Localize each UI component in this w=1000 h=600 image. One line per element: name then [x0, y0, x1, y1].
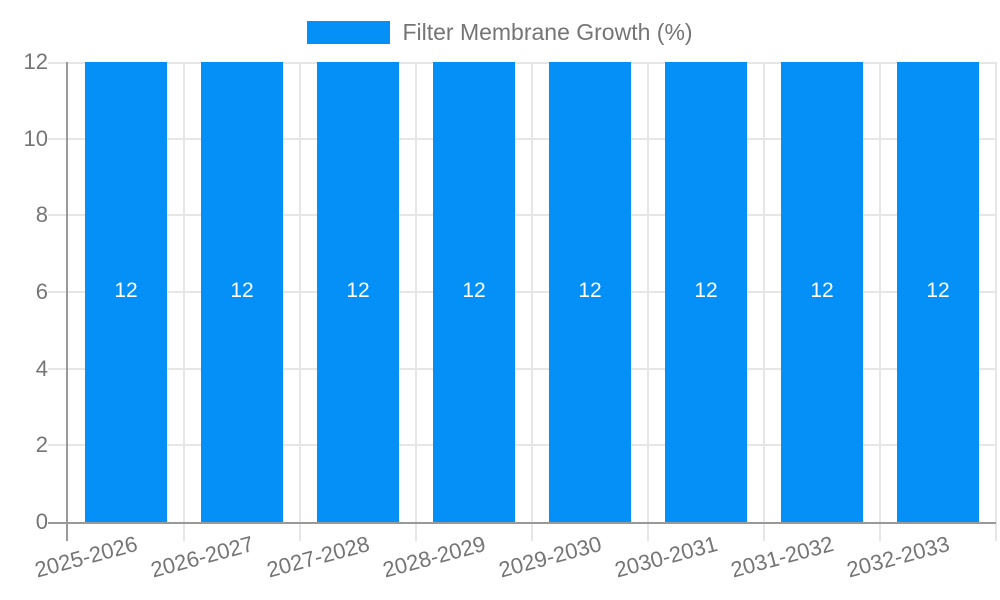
h-gridline	[48, 367, 996, 370]
v-gridline	[647, 62, 649, 541]
x-axis-tick-label: 2031-2032	[727, 531, 836, 583]
bar[interactable]: 12	[433, 62, 515, 522]
v-gridline	[763, 62, 765, 541]
bar[interactable]: 12	[549, 62, 631, 522]
x-axis-tick-label: 2030-2031	[611, 531, 720, 583]
y-axis-tick-label: 0	[35, 509, 48, 534]
bar-value-label: 12	[462, 279, 486, 303]
bar-value-label: 12	[114, 279, 138, 303]
y-axis-tick-label: 12	[23, 49, 48, 74]
h-gridline	[48, 444, 996, 447]
x-axis-tick-label: 2027-2028	[263, 531, 372, 583]
h-gridline	[48, 62, 996, 64]
bar[interactable]: 12	[897, 62, 979, 522]
bar-value-label: 12	[230, 279, 254, 303]
x-axis-line	[48, 522, 996, 524]
v-gridline	[531, 62, 533, 541]
v-gridline	[995, 62, 997, 541]
bar-value-label: 12	[578, 279, 602, 303]
bar-value-label: 12	[694, 279, 718, 303]
bar[interactable]: 12	[201, 62, 283, 522]
h-gridline	[48, 214, 996, 217]
x-axis-tick-label: 2032-2033	[843, 531, 952, 583]
y-axis-tick-label: 4	[35, 355, 48, 381]
v-gridline	[415, 62, 417, 541]
h-gridline	[48, 291, 996, 293]
legend-swatch	[307, 21, 391, 44]
x-axis-tick-label: 2025-2026	[31, 531, 140, 583]
bar[interactable]: 12	[665, 62, 747, 522]
x-axis-tick-label: 2029-2030	[495, 531, 604, 583]
v-gridline	[879, 62, 881, 541]
x-axis-tick-label: 2026-2027	[147, 531, 256, 583]
y-axis-tick-label: 6	[35, 279, 48, 304]
x-axis-tick-label: 2028-2029	[379, 531, 488, 583]
bar[interactable]: 12	[781, 62, 863, 522]
y-axis-line	[66, 62, 68, 541]
h-gridline	[48, 137, 996, 140]
v-gridline	[299, 62, 301, 541]
bar[interactable]: 12	[317, 62, 399, 522]
y-axis-tick-label: 10	[23, 125, 48, 151]
bar-value-label: 12	[346, 279, 370, 303]
bar-value-label: 12	[926, 279, 950, 303]
chart-legend[interactable]: Filter Membrane Growth (%)	[0, 19, 1000, 46]
legend-label: Filter Membrane Growth (%)	[402, 19, 693, 45]
bar-value-label: 12	[810, 279, 834, 303]
plot-area: 12 12 12 12 12 12 12 12	[48, 62, 997, 541]
bar[interactable]: 12	[85, 62, 167, 522]
y-axis-tick-label: 8	[35, 202, 48, 228]
v-gridline	[183, 62, 185, 541]
y-axis-tick-label: 2	[35, 432, 48, 458]
